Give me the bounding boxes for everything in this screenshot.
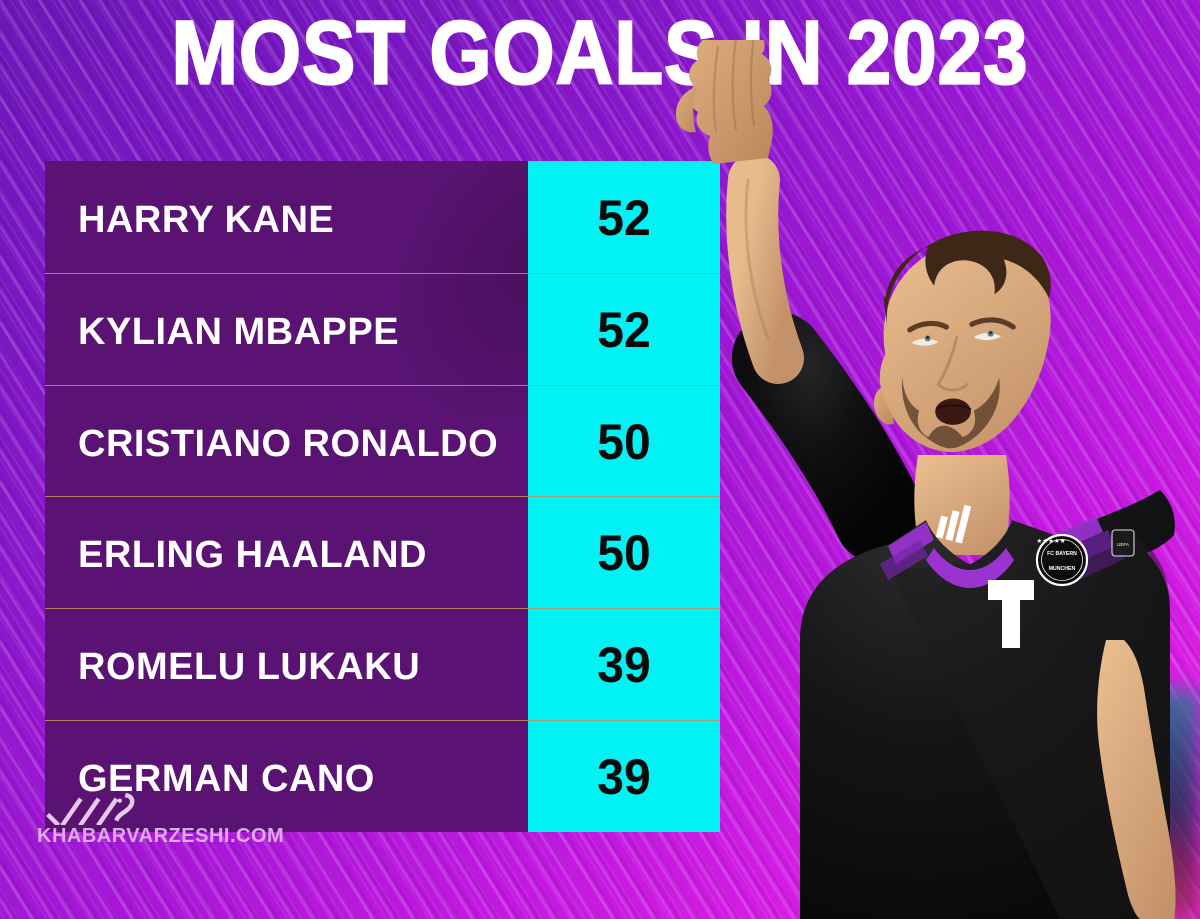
svg-text:UEFA: UEFA xyxy=(1117,542,1129,547)
svg-text:FC BAYERN: FC BAYERN xyxy=(1047,551,1077,557)
svg-text:MUNCHEN: MUNCHEN xyxy=(1049,566,1076,572)
svg-text:★★★★★: ★★★★★ xyxy=(1036,537,1065,545)
